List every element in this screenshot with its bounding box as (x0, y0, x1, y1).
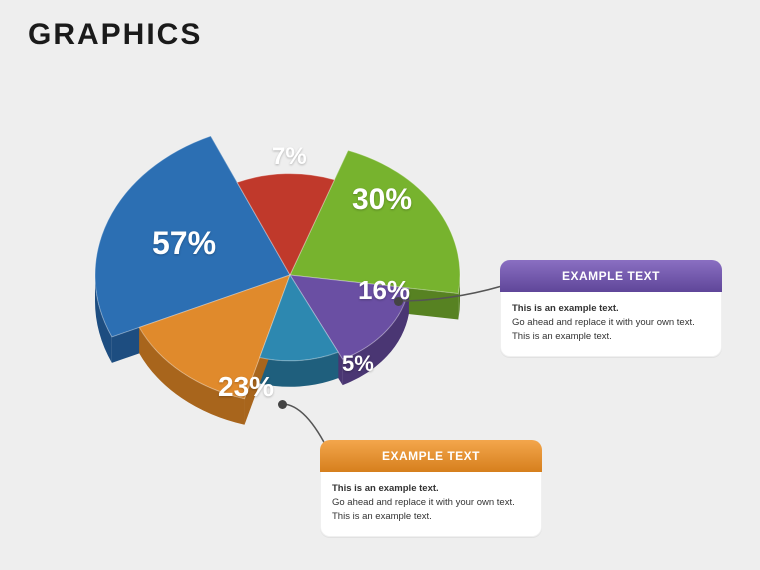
callout-line1: This is an example text. (332, 482, 530, 496)
slice-label-orange: 23% (218, 371, 274, 403)
callout-orange: EXAMPLE TEXTThis is an example text.Go a… (320, 440, 542, 537)
pie-chart: 57%7%30%16%5%23% (90, 65, 490, 485)
callout-title-orange: EXAMPLE TEXT (320, 440, 542, 472)
pie-chart-svg (90, 65, 490, 485)
callout-line2: Go ahead and replace it with your own te… (512, 316, 710, 330)
callout-purple: EXAMPLE TEXTThis is an example text.Go a… (500, 260, 722, 357)
callout-line1: This is an example text. (512, 302, 710, 316)
leader-dot-purple (394, 297, 403, 306)
callout-line2: Go ahead and replace it with your own te… (332, 496, 530, 510)
slice-label-teal: 5% (342, 351, 374, 377)
callout-line3: This is an example text. (332, 510, 530, 524)
slice-label-blue: 57% (152, 225, 216, 262)
callout-title-purple: EXAMPLE TEXT (500, 260, 722, 292)
callout-body-orange: This is an example text.Go ahead and rep… (320, 472, 542, 537)
page-title: GRAPHICS (28, 18, 202, 52)
slice-label-red: 7% (272, 143, 307, 171)
callout-line3: This is an example text. (512, 330, 710, 344)
slice-label-green: 30% (352, 183, 412, 217)
callout-body-purple: This is an example text.Go ahead and rep… (500, 292, 722, 357)
slice-green (290, 150, 460, 293)
leader-dot-orange (278, 400, 287, 409)
